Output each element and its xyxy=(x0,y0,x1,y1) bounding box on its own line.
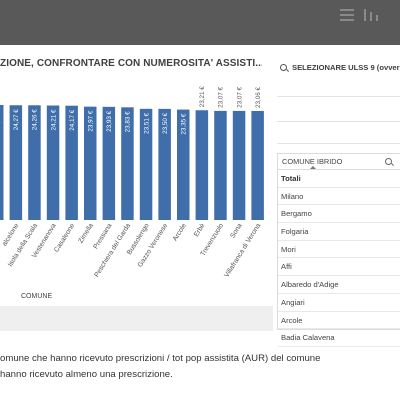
filter-divider xyxy=(277,96,400,97)
bar-value-label: 23,35 € xyxy=(181,113,188,135)
bar[interactable] xyxy=(0,105,4,220)
bar[interactable] xyxy=(232,110,246,220)
list-item[interactable]: Arcole xyxy=(278,312,400,330)
listbox-header[interactable]: COMUNE IBRIDO xyxy=(278,154,400,170)
bar-value-label: 23,06 € xyxy=(255,86,262,108)
filter-title: SELEZIONARE ULSS 9 (ovvero xyxy=(280,63,400,72)
chart-scroll-area[interactable] xyxy=(0,306,273,331)
bar[interactable] xyxy=(46,105,60,220)
bar[interactable] xyxy=(158,108,171,220)
bar-value-label: 23,07 € xyxy=(218,86,225,108)
chart-title: ZIONE, CONFRONTARE CON NUMEROSITA' ASSIS… xyxy=(0,58,262,69)
bar[interactable] xyxy=(65,105,78,220)
bar[interactable] xyxy=(121,107,134,220)
description-line: omune che hanno ricevuto prescrizioni / … xyxy=(0,353,321,364)
bar-value-label: 23,93 € xyxy=(106,110,113,132)
x-tick-label: alcelone xyxy=(1,222,20,247)
bar-value-label: 23,51 € xyxy=(143,112,150,134)
bar-value-label: 24,32 € xyxy=(0,109,2,131)
bar[interactable] xyxy=(251,110,264,220)
search-icon[interactable] xyxy=(385,158,392,165)
bar[interactable] xyxy=(28,105,41,220)
filter-title-text: SELEZIONARE ULSS 9 (ovvero xyxy=(292,63,400,72)
list-item[interactable]: Folgaria xyxy=(278,223,400,241)
bar[interactable] xyxy=(9,105,23,220)
bar-value-label: 23,21 € xyxy=(199,86,206,108)
list-item[interactable]: Angiari xyxy=(278,294,400,312)
bar[interactable] xyxy=(195,110,209,220)
bar-value-label: 24,21 € xyxy=(50,109,57,131)
x-tick-label: Sona xyxy=(229,222,243,239)
bar-value-labels: 24,32 € 24,27 € 24,26 € 24,21 € 24,17 € 23,97… xyxy=(0,86,262,135)
list-item[interactable]: Bergamo xyxy=(278,205,400,224)
bar[interactable] xyxy=(84,106,97,220)
x-tick-label: Erbè xyxy=(193,222,207,238)
bar-value-label: 24,17 € xyxy=(69,109,76,131)
list-item[interactable]: Badia Calavena xyxy=(278,329,400,347)
bar[interactable] xyxy=(177,109,190,220)
bar-value-label: 23,83 € xyxy=(125,111,132,133)
list-item[interactable]: Affi xyxy=(278,258,400,277)
sort-indicator-icon xyxy=(310,166,316,169)
bar-series xyxy=(0,105,264,220)
listbox-header-label: COMUNE IBRIDO xyxy=(282,157,343,166)
search-icon xyxy=(280,64,287,71)
bar[interactable] xyxy=(139,108,153,220)
x-axis-title: COMUNE xyxy=(21,293,52,300)
comune-ibrido-listbox[interactable]: COMUNE IBRIDO Totali Milano Bergamo Folg… xyxy=(277,153,400,347)
list-item[interactable]: Mori xyxy=(278,241,400,259)
bar-value-label: 24,27 € xyxy=(13,109,20,131)
list-item[interactable]: Milano xyxy=(278,188,400,206)
x-tick-label: Arcole xyxy=(172,222,188,242)
bar[interactable] xyxy=(214,110,227,220)
toolbar-controls[interactable] xyxy=(340,9,382,24)
bar-value-label: 24,26 € xyxy=(32,109,39,131)
bar-chart[interactable]: 24,32 € 24,27 € 24,26 € 24,21 € 24,17 € 23,97… xyxy=(0,75,272,305)
bar-value-label: 23,50 € xyxy=(162,112,169,134)
x-tick-label: Zimella xyxy=(77,222,95,244)
bar-value-label: 23,07 € xyxy=(236,86,243,108)
filter-divider xyxy=(277,143,400,144)
bar-value-label: 23,97 € xyxy=(88,110,95,132)
bar[interactable] xyxy=(102,106,116,220)
description-line: hanno ricevuto almeno una prescrizione. xyxy=(0,369,173,380)
app-toolbar xyxy=(0,0,400,45)
list-item[interactable]: Albaredo d'Adige xyxy=(278,276,400,294)
list-item-totali[interactable]: Totali xyxy=(278,170,400,188)
x-tick-label: Villafranca di Verona xyxy=(223,222,262,279)
chart-description: omune che hanno ricevuto prescrizioni / … xyxy=(0,351,400,383)
filter-divider xyxy=(277,121,400,122)
